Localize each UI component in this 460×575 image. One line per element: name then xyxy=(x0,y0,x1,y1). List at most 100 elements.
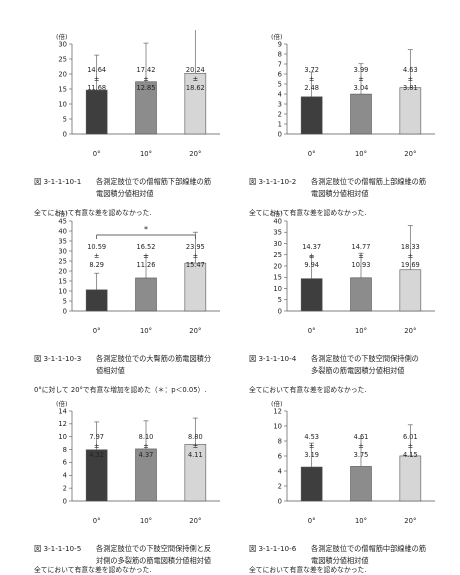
y-tick-label: 15 xyxy=(58,277,67,285)
bar-10deg xyxy=(135,277,157,312)
y-tick-label: 9 xyxy=(278,40,282,48)
plus-minus: ± xyxy=(143,442,149,450)
category-label: 20° xyxy=(404,327,416,335)
y-tick-label: 6 xyxy=(278,70,282,78)
bar-10deg xyxy=(135,448,157,502)
result-note-4: 全てにおいて有意な差を認めなかった. xyxy=(249,386,367,394)
chart-panel-6: (倍) 0 2 4 6 8 10 12 4.53 ±3.19 0° 4.61 ±3.75 10° 6.01 ±… xyxy=(245,397,460,574)
bar-0deg xyxy=(300,278,323,312)
caption-line1: 各測定肢位での僧帽筋下部線維の筋 xyxy=(96,177,212,186)
category-label: 20° xyxy=(404,517,416,525)
sd-label: 15.47 xyxy=(186,261,205,269)
y-tick-label: 0 xyxy=(278,307,282,315)
caption-number: 図 3-1-1-10-6 xyxy=(249,544,297,553)
plus-minus: ± xyxy=(358,252,364,260)
y-tick-label: 0 xyxy=(63,130,67,138)
y-tick-label: 6 xyxy=(63,459,67,467)
y-tick-label: 0 xyxy=(278,497,282,505)
chart-panel-3: (倍) 0 5 10 15 20 25 30 35 40 45 10.59 ±8.29 0° 16.52 ±1… xyxy=(30,207,245,394)
category-label: 0° xyxy=(308,327,316,335)
y-tick-label: 30 xyxy=(273,240,282,248)
y-tick-label: 5 xyxy=(278,296,282,304)
bar-0deg xyxy=(300,96,323,135)
category-label: 10° xyxy=(355,150,367,158)
unit-label: (倍) xyxy=(56,399,68,408)
y-tick-label: 6 xyxy=(278,452,282,460)
caption-number: 図 3-1-1-10-2 xyxy=(249,177,297,186)
category-label: 0° xyxy=(93,517,101,525)
mean-label: 7.97 xyxy=(89,433,104,441)
category-label: 0° xyxy=(308,517,316,525)
mean-label: 4.53 xyxy=(304,433,319,441)
plus-minus: ± xyxy=(408,442,414,450)
y-tick-label: 20 xyxy=(273,262,282,270)
plus-minus: ± xyxy=(358,75,364,83)
y-tick-label: 10 xyxy=(58,287,67,295)
bar-20deg xyxy=(399,87,422,135)
bar-0deg xyxy=(300,466,323,502)
sd-label: 3.19 xyxy=(304,451,319,459)
y-tick-label: 12 xyxy=(273,407,282,415)
y-tick-label: 5 xyxy=(63,115,67,123)
caption-line1: 各測定肢位での下肢空間保持側の xyxy=(311,354,419,363)
plus-minus: ± xyxy=(193,252,199,260)
y-tick-label: 40 xyxy=(58,227,67,235)
caption-number: 図 3-1-1-10-1 xyxy=(34,177,82,186)
caption-line1: 各測定肢位での僧帽筋上部線維の筋 xyxy=(311,177,427,186)
y-tick-label: 45 xyxy=(58,217,67,225)
caption-line2: 値相対値 xyxy=(96,366,125,375)
chart-panel-1: (倍) 0 5 10 15 20 25 30 14.64 ±11.68 0° 17.42 ±12.85 1… xyxy=(30,30,245,217)
chart-panel-5: (倍) 0 2 4 6 8 10 12 14 7.97 ±4.32 0° 8.10 ±4.37 10° 8.8… xyxy=(30,397,245,574)
sd-label: 18.62 xyxy=(186,84,205,92)
result-note-6: 全てにおいて有意な差を認めなかった. xyxy=(249,566,367,574)
unit-label: (倍) xyxy=(56,32,68,41)
bar-10deg xyxy=(350,277,372,312)
bar-0deg xyxy=(85,289,108,312)
sd-label: 12.85 xyxy=(137,84,156,92)
sd-label: 4.11 xyxy=(188,451,203,459)
unit-label: (倍) xyxy=(271,209,283,218)
chart-3-svg: (倍)05101520253035404510.59±8.290°16.52±1… xyxy=(56,209,220,335)
category-label: 0° xyxy=(93,150,101,158)
mean-label: 4.61 xyxy=(354,433,369,441)
bar-0deg xyxy=(85,449,108,502)
mean-label: 16.52 xyxy=(137,243,156,251)
plus-minus: ± xyxy=(94,252,100,260)
sd-label: 19.69 xyxy=(401,261,420,269)
caption-number: 図 3-1-1-10-3 xyxy=(34,354,82,363)
chart-2-svg: (倍)01234567893.72±2.480°3.99±3.0410°4.63… xyxy=(271,32,435,158)
y-tick-label: 8 xyxy=(63,446,67,454)
significance-bracket xyxy=(96,234,196,239)
plus-minus: ± xyxy=(309,75,315,83)
result-note-3: 0°に対して 20°で有意な増加を認めた（＊：p＜0.05）. xyxy=(34,386,207,394)
mean-label: 4.63 xyxy=(403,66,418,74)
category-label: 20° xyxy=(189,517,201,525)
result-note-2: 全てにおいて有意な差を認めなかった. xyxy=(249,209,367,217)
mean-label: 23.95 xyxy=(186,243,205,251)
plus-minus: ± xyxy=(94,75,100,83)
plus-minus: ± xyxy=(309,252,315,260)
plus-minus: ± xyxy=(408,75,414,83)
figure-caption-4: 図 3-1-1-10-4 各測定肢位での下肢空間保持側の 多裂筋の筋電図積分値相対… xyxy=(249,353,459,377)
plus-minus: ± xyxy=(408,252,414,260)
mean-label: 6.01 xyxy=(403,433,418,441)
figure-caption-2: 図 3-1-1-10-2 各測定肢位での僧帽筋上部線維の筋 電図積分値相対値 xyxy=(249,176,459,200)
mean-label: 18.33 xyxy=(401,243,420,251)
figure-caption-6: 図 3-1-1-10-6 各測定肢位での僧帽筋中部線維の筋 電図積分値相対値 xyxy=(249,543,459,567)
y-tick-label: 2 xyxy=(278,482,282,490)
result-note-1: 全てにおいて有意な差を認めなかった. xyxy=(34,209,152,217)
category-label: 10° xyxy=(140,327,152,335)
category-label: 20° xyxy=(189,327,201,335)
sd-label: 3.75 xyxy=(354,451,369,459)
bar-10deg xyxy=(350,466,372,502)
sd-label: 4.32 xyxy=(89,451,104,459)
category-label: 0° xyxy=(308,150,316,158)
unit-label: (倍) xyxy=(271,32,283,41)
y-tick-label: 20 xyxy=(58,70,67,78)
plus-minus: ± xyxy=(309,442,315,450)
y-tick-label: 10 xyxy=(58,433,67,441)
caption-line2: 多裂筋の筋電図積分値相対値 xyxy=(311,366,405,375)
y-tick-label: 40 xyxy=(273,217,282,225)
y-tick-label: 14 xyxy=(58,407,67,415)
sd-label: 11.26 xyxy=(137,261,156,269)
